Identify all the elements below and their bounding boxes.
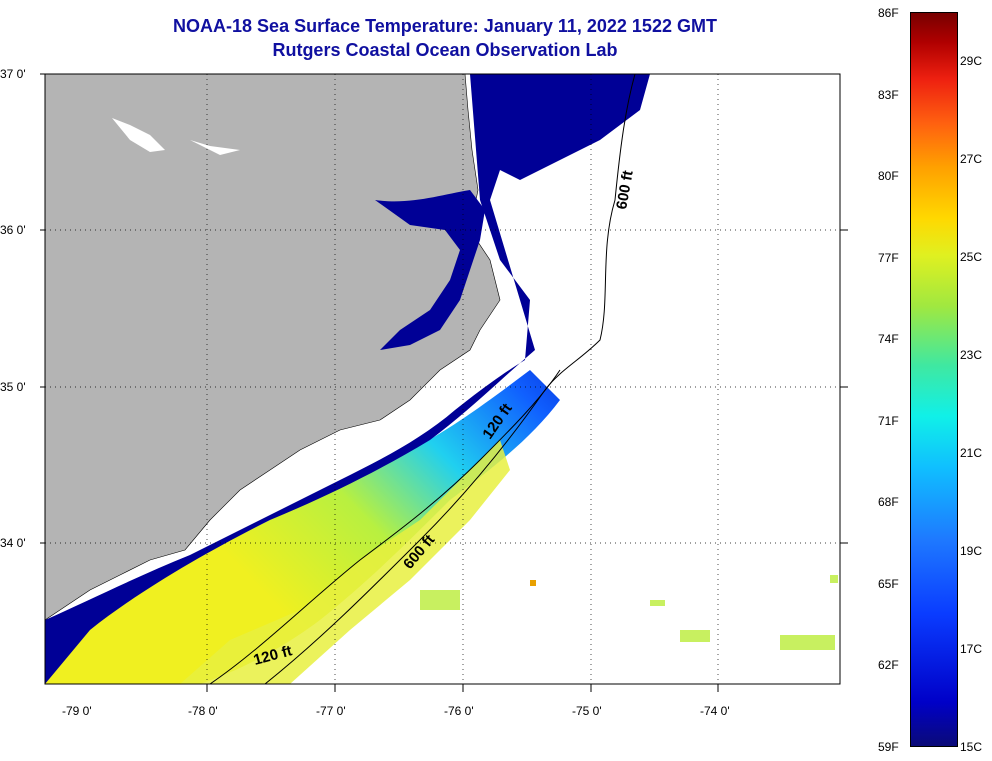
cbar-f-68: 68F: [878, 495, 899, 509]
cbar-c-17: 17C: [960, 642, 983, 656]
cbar-f-74: 74F: [878, 332, 899, 346]
cbar-f-80: 80F: [878, 169, 899, 183]
lon-label-76: -76 0': [444, 704, 474, 718]
cbar-f-71: 71F: [878, 414, 899, 428]
map-frame: [44, 73, 841, 685]
temperature-colorbar: [910, 12, 958, 747]
offshore-warm-speckles: [420, 575, 838, 650]
lon-label-78: -78 0': [188, 704, 218, 718]
warm-patches: [180, 440, 510, 684]
lon-label-79: -79 0': [62, 704, 92, 718]
cbar-f-59: 59F: [878, 740, 899, 754]
sound-water: [375, 190, 485, 350]
lake: [112, 118, 240, 155]
contour-120ft: [209, 369, 561, 684]
cbar-c-27: 27C: [960, 152, 983, 166]
title-line-1: NOAA-18 Sea Surface Temperature: January…: [173, 16, 717, 36]
cbar-c-23: 23C: [960, 348, 983, 362]
lat-label-37: 37 0': [0, 67, 26, 81]
cbar-c-15: 15C: [960, 740, 983, 754]
frame-ticks: [40, 73, 848, 692]
cbar-c-25: 25C: [960, 250, 983, 264]
lat-label-35: 35 0': [0, 380, 26, 394]
lat-label-36: 36 0': [0, 223, 26, 237]
cbar-c-19: 19C: [960, 544, 983, 558]
cbar-f-65: 65F: [878, 577, 899, 591]
cbar-f-77: 77F: [878, 251, 899, 265]
cbar-f-83: 83F: [878, 88, 899, 102]
contour-600ft: [264, 74, 636, 684]
land-mass: [45, 74, 501, 621]
cold-water-region: [45, 74, 650, 684]
lon-label-74: -74 0': [700, 704, 730, 718]
warm-water-region: [45, 370, 560, 684]
cbar-c-21: 21C: [960, 446, 983, 460]
lon-label-77: -77 0': [316, 704, 346, 718]
lat-label-34: 34 0': [0, 536, 26, 550]
title-line-2: Rutgers Coastal Ocean Observation Lab: [272, 40, 618, 60]
cbar-f-62: 62F: [878, 658, 899, 672]
lon-label-75: -75 0': [572, 704, 602, 718]
graticule: [45, 74, 840, 684]
contour-label-600ft-north: 600 ft: [613, 169, 637, 211]
cbar-f-86: 86F: [878, 6, 899, 20]
cbar-c-29: 29C: [960, 54, 983, 68]
